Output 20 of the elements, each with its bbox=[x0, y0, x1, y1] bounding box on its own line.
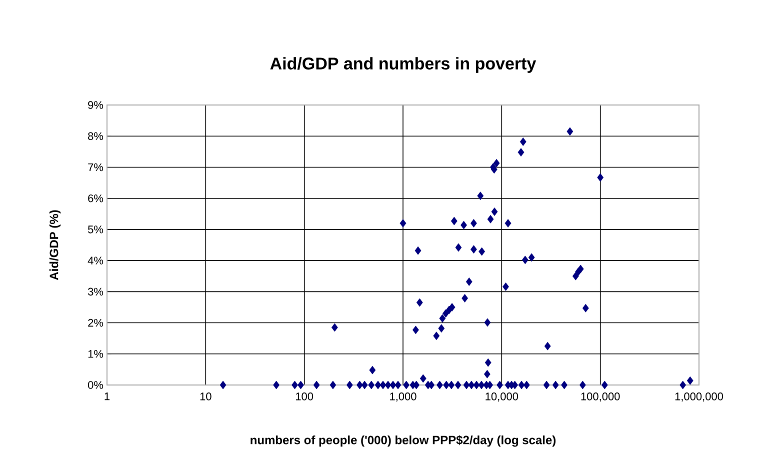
x-tick-label: 10 bbox=[200, 392, 212, 400]
y-tick-label: 8% bbox=[88, 132, 104, 140]
x-tick-label: 100,000 bbox=[581, 392, 620, 402]
y-tick-label: 2% bbox=[88, 318, 104, 327]
x-tick-label: 1,000 bbox=[390, 392, 416, 402]
x-tick-label: 100 bbox=[296, 392, 314, 400]
y-tick-label: 6% bbox=[88, 194, 104, 202]
y-tick-label: 1% bbox=[88, 350, 104, 358]
x-tick-label: 1,000,000 bbox=[675, 392, 724, 402]
y-tick-label: 5% bbox=[88, 226, 104, 234]
y-tick-label: 9% bbox=[88, 101, 104, 109]
chart-title: Aid/GDP and numbers in poverty bbox=[270, 57, 536, 73]
x-axis-title: numbers of people ('000) below PPP$2/day (log scale) bbox=[250, 435, 556, 447]
y-tick-label: 0% bbox=[88, 381, 104, 389]
x-tick-label: 10,000 bbox=[486, 392, 518, 402]
y-axis-title: Aid/GDP (%) bbox=[49, 210, 61, 280]
y-tick-label: 7% bbox=[88, 163, 104, 172]
y-tick-label: 3% bbox=[88, 288, 104, 296]
x-tick-label: 1 bbox=[104, 392, 110, 400]
y-tick-label: 4% bbox=[88, 256, 104, 264]
